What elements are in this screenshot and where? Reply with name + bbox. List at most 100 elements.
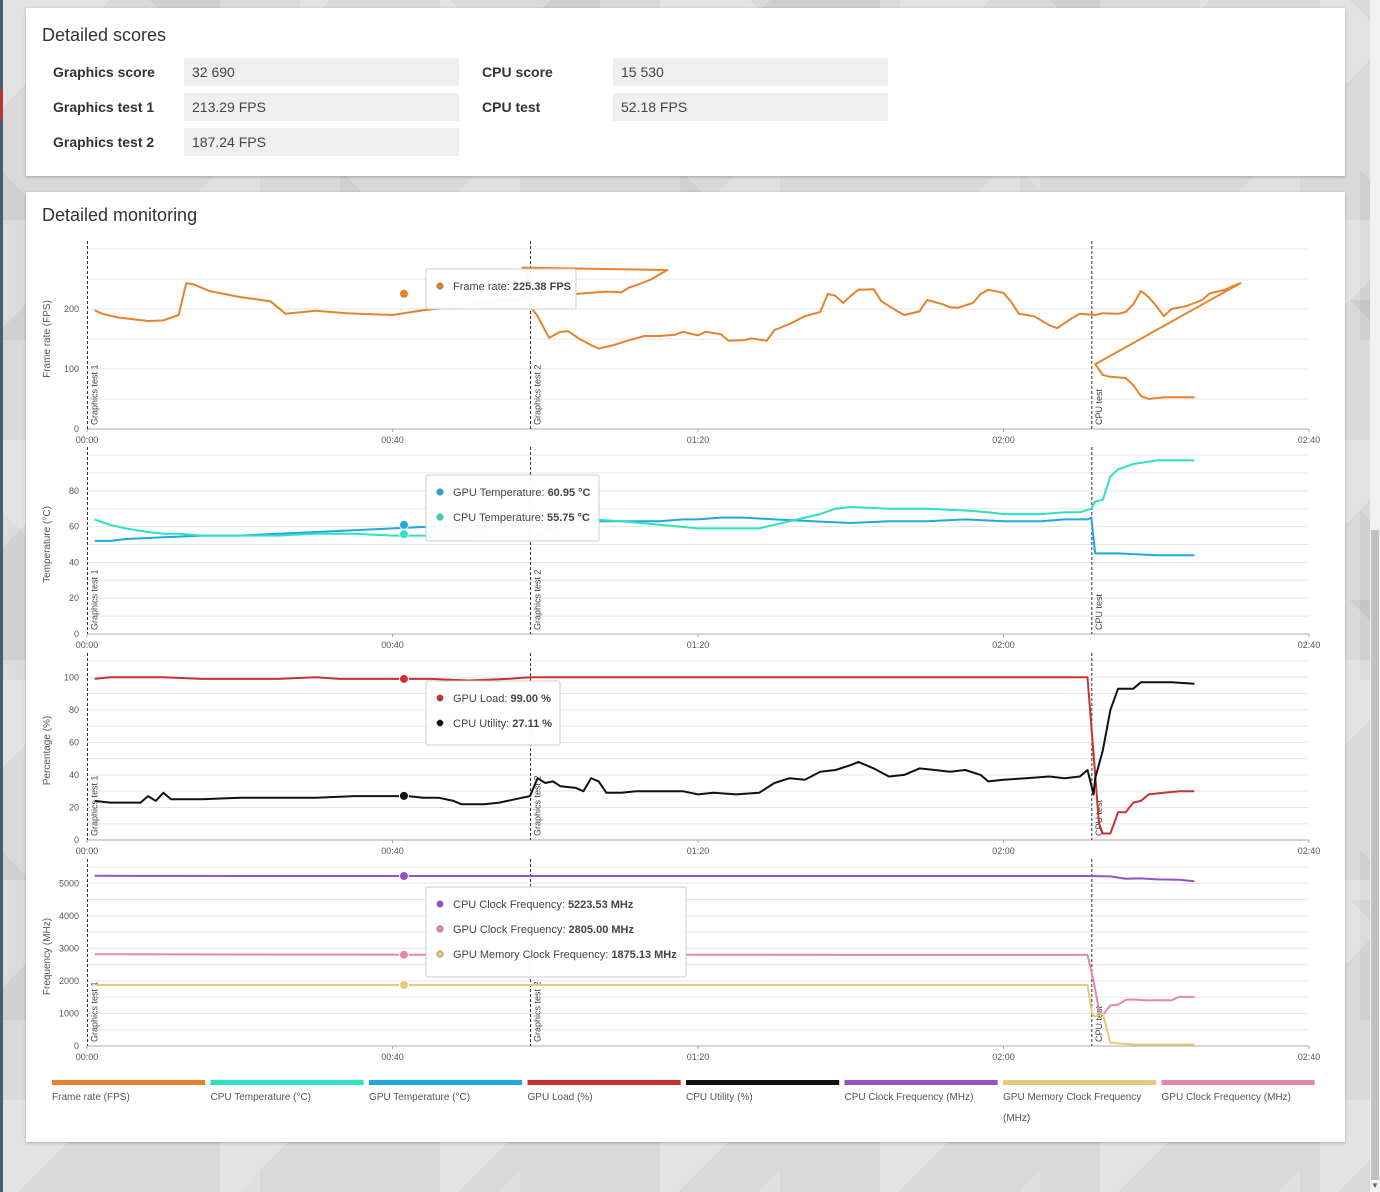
scroll-down-arrow-icon[interactable]: ▼ [1371, 1181, 1379, 1190]
y-tick-label: 4000 [59, 911, 79, 921]
detailed-scores-title: Detailed scores [42, 25, 167, 45]
x-tick-label: 02:00 [992, 435, 1015, 445]
legend-item-gpu-memory-clock-frequency-mhz[interactable]: GPU Memory Clock Frequency (MHz) [1003, 1080, 1157, 1124]
y-tick-label: 5000 [59, 878, 79, 888]
y-tick-label: 60 [69, 522, 79, 532]
tooltip-dot [436, 719, 444, 727]
tooltip-dot [436, 925, 444, 933]
tooltip-dot [436, 694, 444, 702]
legend-label[interactable]: GPU Clock Frequency (MHz) [1162, 1092, 1291, 1103]
x-tick-label: 00:40 [381, 846, 404, 856]
test-marker-label: CPU test [1094, 593, 1104, 630]
detailed-monitoring-panel: Detailed monitoring 0 100 200 00:00 00:40 01:… [26, 192, 1345, 1142]
chart-tooltip: CPU Clock Frequency: 5223.53 MHz GPU Cloc… [425, 886, 687, 978]
tooltip-dot [436, 282, 444, 290]
tooltip-dot [436, 513, 444, 521]
tooltip-dot [436, 900, 444, 908]
legend-label[interactable]: CPU Utility (%) [686, 1092, 753, 1103]
legend-label[interactable]: CPU Clock Frequency (MHz) [845, 1092, 974, 1103]
legend-item-frame-rate-fps[interactable]: Frame rate (FPS) [52, 1080, 206, 1103]
y-tick-label: 20 [69, 593, 79, 603]
legend-label[interactable]: GPU Load (%) [528, 1092, 593, 1103]
hover-point [398, 529, 409, 540]
test-marker-label: Graphics test 2 [532, 364, 542, 425]
tooltip-text: GPU Memory Clock Frequency: 1875.13 MHz [453, 949, 677, 961]
x-tick-label: 00:40 [381, 640, 404, 650]
y-tick-label: 80 [69, 705, 79, 715]
y-tick-label: 100 [64, 672, 79, 682]
y-tick-label: 60 [69, 737, 79, 747]
chart-legend: Frame rate (FPS) CPU Temperature (°C) GPU … [52, 1080, 1315, 1124]
legend-item-cpu-temperature-c[interactable]: CPU Temperature (°C) [210, 1080, 364, 1103]
legend-item-gpu-clock-frequency-mhz[interactable]: GPU Clock Frequency (MHz) [1161, 1080, 1315, 1103]
tooltip-text: CPU Temperature: 55.75 °C [453, 512, 590, 524]
hover-point [398, 288, 409, 299]
tooltip-text: GPU Clock Frequency: 2805.00 MHz [453, 924, 634, 936]
chart-tooltip: Frame rate: 225.38 FPS [425, 268, 577, 310]
y-axis-label: Temperature (°C) [42, 506, 53, 583]
x-tick-label: 02:00 [992, 640, 1015, 650]
chart-temperature-c: 0 20 40 60 80 00:00 00:40 01:20 02:00 02:40 Temper… [42, 447, 1320, 650]
tooltip-text: GPU Load: 99.00 % [453, 693, 551, 705]
x-tick-label: 00:40 [381, 435, 404, 445]
detailed-monitoring-title: Detailed monitoring [42, 205, 198, 225]
y-tick-label: 3000 [59, 943, 79, 953]
hover-point [398, 519, 409, 530]
page-scrollbar[interactable]: ▼ [1370, 0, 1380, 1192]
legend-label[interactable]: GPU Temperature (°C) [369, 1092, 470, 1103]
tooltip-box [425, 474, 600, 542]
graphics-score-label: Graphics score [53, 64, 155, 80]
legend-item-gpu-temperature-c[interactable]: GPU Temperature (°C) [369, 1080, 523, 1103]
legend-swatch[interactable] [1161, 1080, 1315, 1085]
scrollbar-thumb[interactable] [1371, 530, 1379, 1180]
legend-swatch[interactable] [52, 1080, 206, 1085]
y-tick-label: 80 [69, 486, 79, 496]
x-tick-label: 00:00 [76, 846, 99, 856]
legend-swatch[interactable] [527, 1080, 681, 1085]
x-tick-label: 00:40 [381, 1052, 404, 1062]
x-tick-label: 02:40 [1298, 640, 1321, 650]
chart-frequency-mhz: 0 1000 2000 3000 4000 5000 00:00 00:40 01:20 02:0… [42, 859, 1320, 1062]
legend-swatch[interactable] [210, 1080, 364, 1085]
x-tick-label: 02:40 [1298, 435, 1321, 445]
legend-swatch[interactable] [844, 1080, 998, 1085]
legend-swatch[interactable] [369, 1080, 523, 1085]
cpu-score-value: 15 530 [613, 58, 888, 86]
legend-label[interactable]: GPU Memory Clock Frequency (MHz) [1003, 1092, 1141, 1124]
series-line-frame-rate-fps [94, 266, 1242, 400]
hover-point [398, 870, 409, 881]
tooltip-box [425, 680, 561, 746]
y-tick-label: 40 [69, 770, 79, 780]
test-marker-label: Graphics test 1 [90, 981, 100, 1042]
y-tick-label: 2000 [59, 976, 79, 986]
legend-item-gpu-load[interactable]: GPU Load (%) [527, 1080, 681, 1103]
hover-point [398, 673, 409, 684]
tooltip-text: CPU Utility: 27.11 % [453, 718, 552, 730]
legend-label[interactable]: Frame rate (FPS) [52, 1092, 130, 1103]
legend-item-cpu-clock-frequency-mhz[interactable]: CPU Clock Frequency (MHz) [844, 1080, 998, 1103]
legend-swatch[interactable] [1003, 1080, 1157, 1085]
hover-point [398, 979, 409, 990]
tooltip-dot [436, 488, 444, 496]
y-axis-label: Frequency (MHz) [42, 918, 53, 995]
hover-point [398, 790, 409, 801]
x-tick-label: 01:20 [687, 435, 710, 445]
legend-swatch[interactable] [686, 1080, 840, 1085]
chart-percentage: 0 20 40 60 80 100 00:00 00:40 01:20 02:00 02:40 Per… [42, 653, 1320, 856]
test-marker-label: CPU test [1094, 388, 1104, 425]
y-axis-label: Frame rate (FPS) [42, 300, 53, 378]
hover-point [398, 949, 409, 960]
chart-tooltip: GPU Temperature: 60.95 °C CPU Temperature… [425, 474, 600, 542]
x-tick-label: 02:40 [1298, 1052, 1321, 1062]
tooltip-dot [436, 950, 444, 958]
graphics-test-2-label: Graphics test 2 [53, 134, 155, 150]
cpu-test-label: CPU test [482, 99, 541, 115]
legend-item-cpu-utility[interactable]: CPU Utility (%) [686, 1080, 840, 1103]
legend-label[interactable]: CPU Temperature (°C) [211, 1092, 312, 1103]
y-axis-label: Percentage (%) [42, 716, 53, 785]
chart-frame-rate-fps: 0 100 200 00:00 00:40 01:20 02:00 02:40 Frame ra… [42, 241, 1320, 445]
chart-tooltip: GPU Load: 99.00 % CPU Utility: 27.11 % [425, 680, 561, 746]
test-marker-label: Graphics test 2 [532, 981, 542, 1042]
y-tick-label: 0 [74, 629, 79, 639]
